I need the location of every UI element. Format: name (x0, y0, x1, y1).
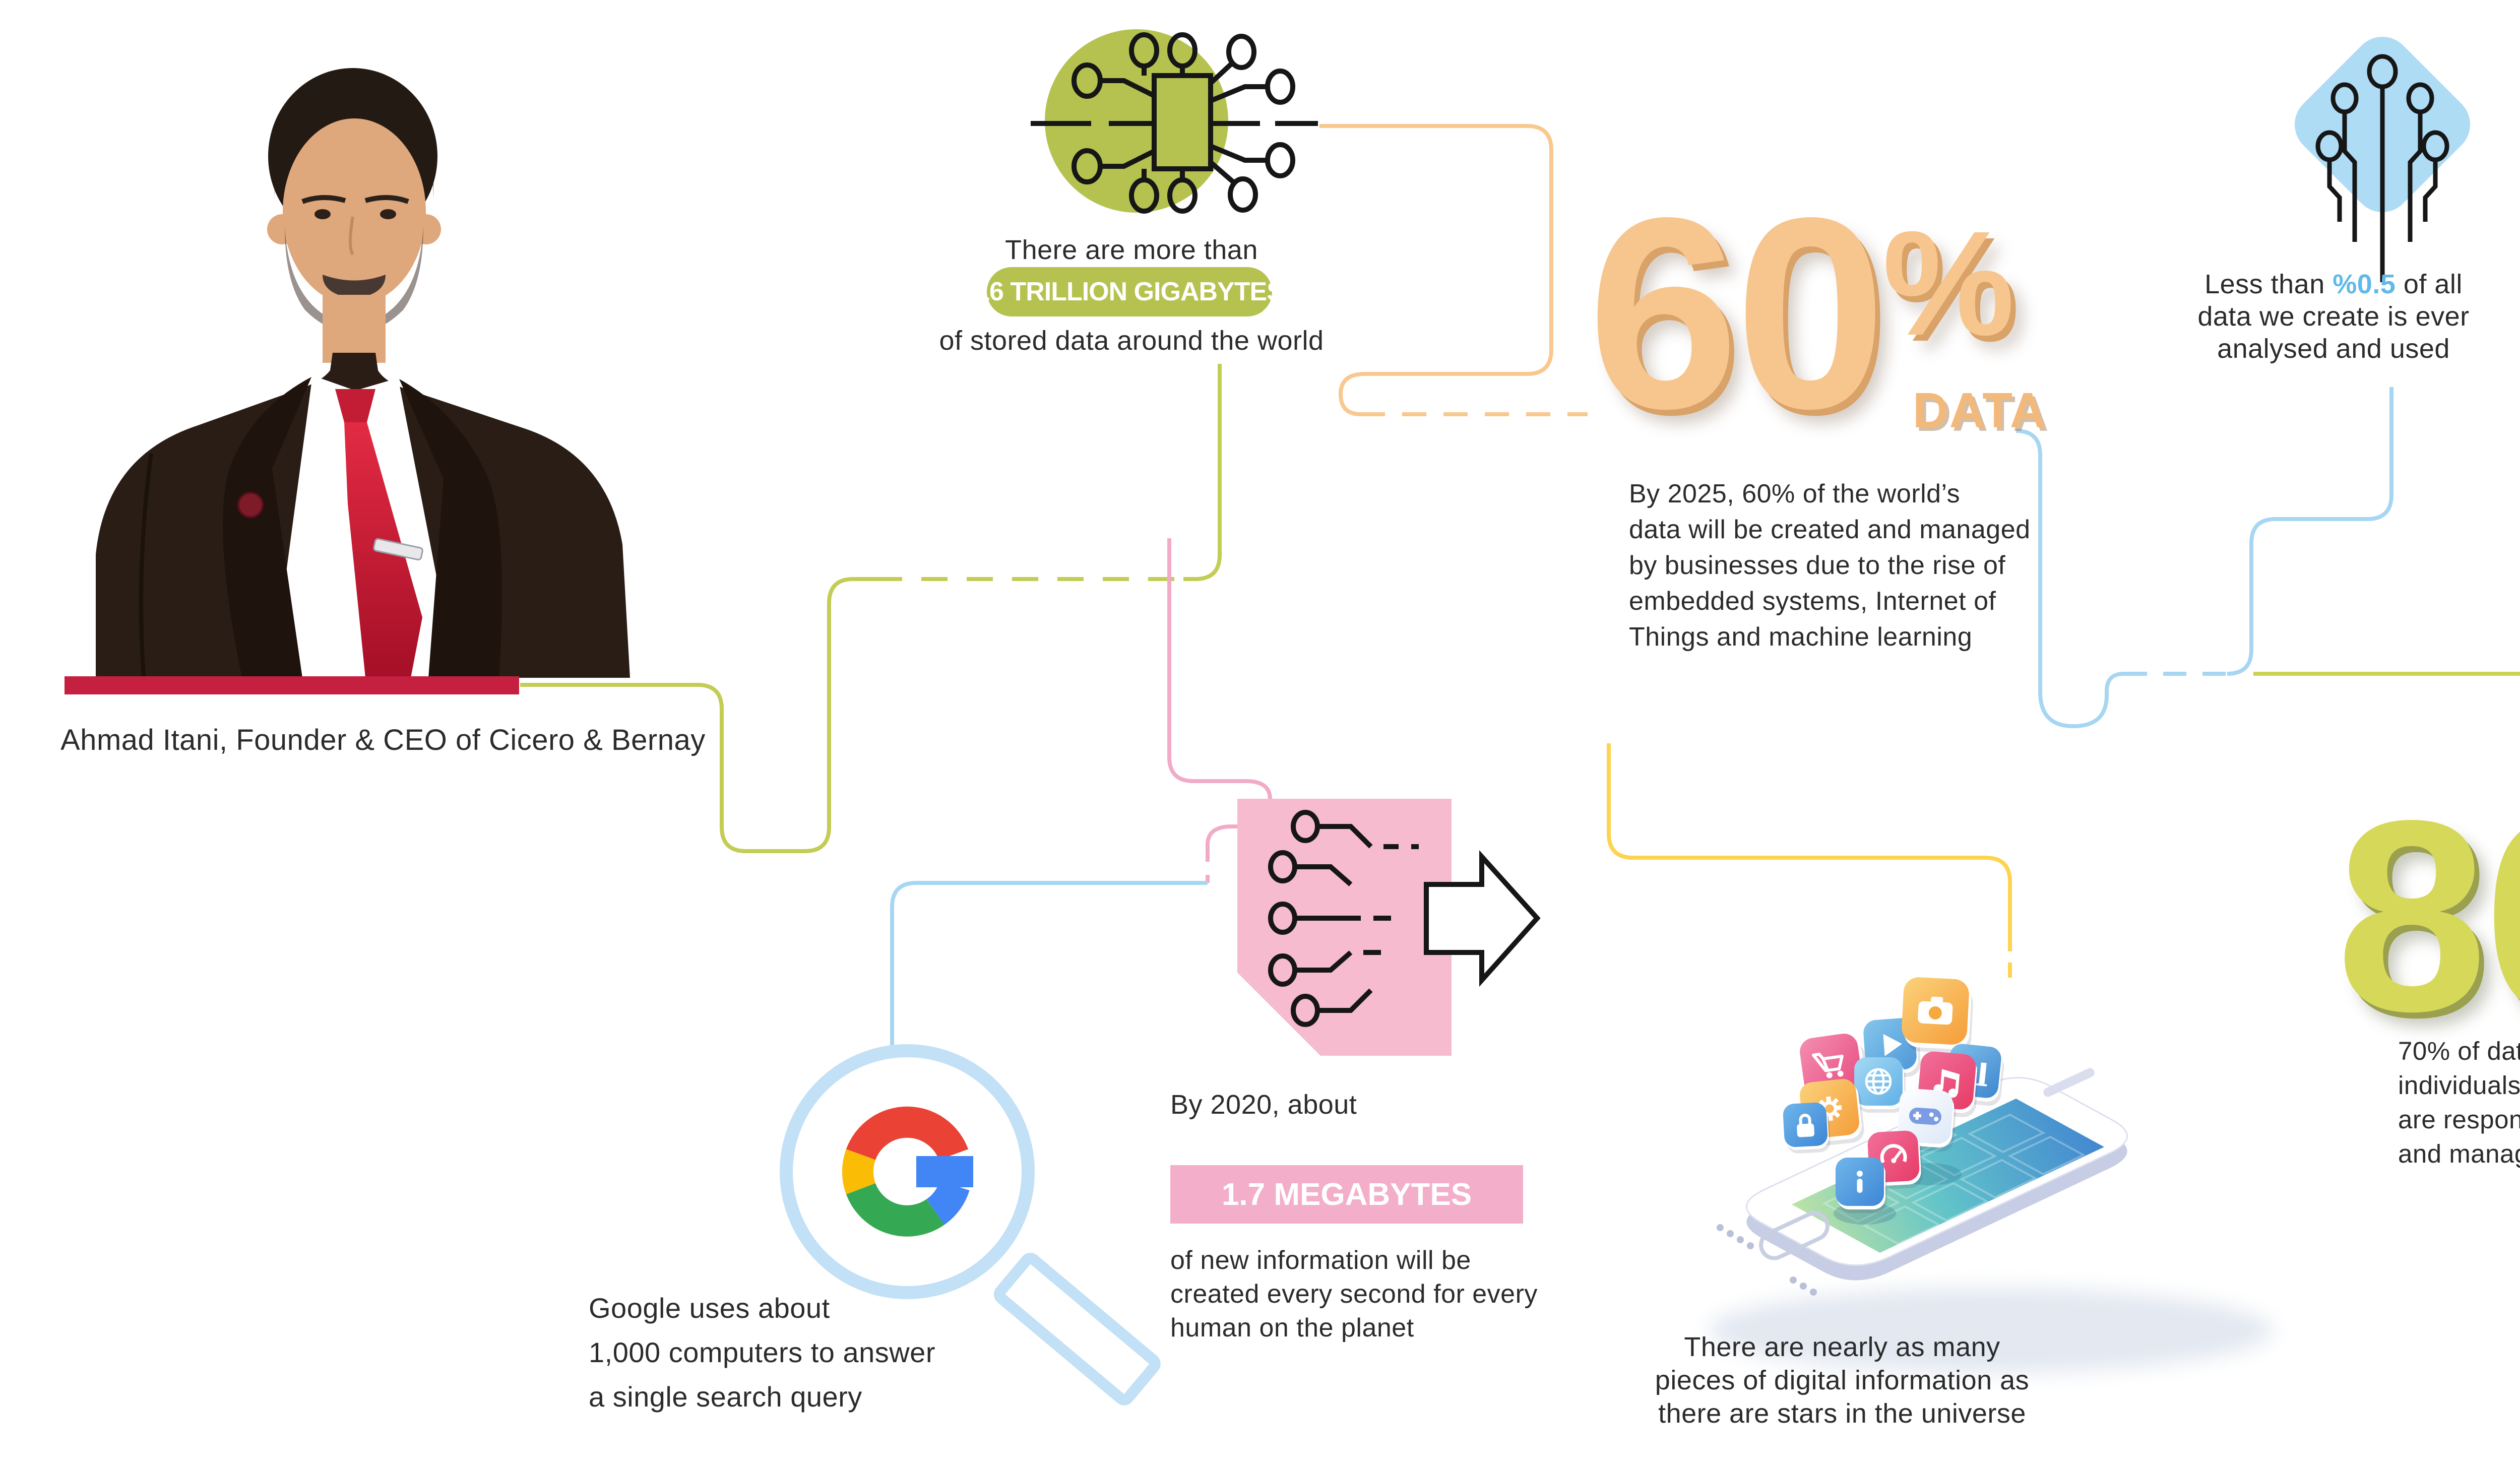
lapel-pin (237, 492, 264, 518)
half-percent-stat: Less than %0.5 of all data we create is … (2066, 268, 2520, 365)
connector-lime (2253, 672, 2520, 676)
connector-blue-data (2015, 429, 2124, 729)
universe-line-1: There are nearly as many (1684, 1332, 2000, 1362)
sixty-line-2: data will be created and managed (1629, 515, 2031, 544)
eighty-line-4: and managing 80% of it (2398, 1139, 2520, 1168)
half-percent-post: of all (2396, 269, 2463, 299)
sixty-data-label: DATA (1913, 382, 2047, 438)
megabytes-line-1: of new information will be (1170, 1246, 1471, 1275)
storage-intro: There are more than (1005, 235, 1258, 265)
megabytes-paragraph: of new information will be created every… (1170, 1244, 1538, 1345)
eighty-line-3: are responsible for storing (2398, 1105, 2520, 1134)
storage-highlight-pill: 16 TRILLION GIGABYTES (975, 267, 1284, 316)
megabytes-line-2: created every second for every (1170, 1280, 1538, 1309)
megabytes-intro: By 2020, about (1170, 1090, 1357, 1120)
app-icon-lock (1783, 1102, 1831, 1154)
sixty-percent-value: 60 (1588, 161, 1886, 465)
photo-bottom-bar (65, 676, 519, 694)
half-percent-value: %0.5 (2333, 269, 2396, 299)
storage-stat: There are more than (854, 233, 1409, 267)
universe-stat: There are nearly as many pieces of digit… (1565, 1330, 2119, 1430)
phone-speaker (2043, 1068, 2095, 1097)
sixty-line-1: By 2025, 60% of the world’s (1629, 479, 1961, 508)
magnifier-handle (993, 1253, 1161, 1405)
smartphone-illustration (1709, 977, 2273, 1373)
connector-blue-diamond (2227, 387, 2393, 676)
phone-side-ports (1717, 1224, 1817, 1296)
sixty-line-4: embedded systems, Internet of (1629, 587, 1996, 616)
eighty-paragraph: 70% of data is created by individuals, b… (2398, 1034, 2520, 1171)
google-line-1: Google uses about (589, 1292, 830, 1324)
half-percent-line-1: Less than %0.5 of all (2066, 268, 2520, 300)
google-magnifier-icon (780, 1044, 1161, 1405)
universe-line-2: pieces of digital information as (1655, 1365, 2030, 1395)
phone-home-button (1759, 1211, 1830, 1260)
portrait-photo (65, 68, 630, 694)
connector-pink (1167, 538, 1272, 845)
sixty-line-3: by businesses due to the rise of (1629, 551, 2006, 580)
universe-line-3: there are stars in the universe (1658, 1398, 2026, 1429)
google-line-3: a single search query (589, 1381, 862, 1413)
google-logo (842, 1106, 973, 1237)
sixty-line-5: Things and machine learning (1629, 622, 1973, 652)
app-icon-globe (1854, 1057, 1906, 1113)
connector-blue-google (890, 881, 1208, 1052)
portrait-caption: Ahmad Itani, Founder & CEO of Cicero & B… (60, 724, 706, 756)
half-percent-line-3: analysed and used (2217, 334, 2450, 364)
connector-green-photo (520, 577, 876, 853)
eighty-line-1: 70% of data is created by (2398, 1037, 2520, 1065)
half-percent-line-2: data we create is ever (2197, 301, 2470, 332)
half-percent-pre: Less than (2204, 269, 2333, 299)
connector-green-up (1183, 364, 1222, 581)
connector-lines (520, 124, 2520, 1052)
eighty-line-2: individuals, but enterprises (2398, 1071, 2520, 1100)
sixty-percent-sign: % (1882, 200, 2015, 366)
megabytes-highlight: 1.7 MEGABYTES (1170, 1165, 1523, 1224)
app-icon-camera (1902, 977, 1973, 1054)
tie-clip (373, 538, 423, 561)
connector-yellow (1607, 743, 2012, 936)
megabytes-line-3: human on the planet (1170, 1313, 1414, 1343)
storage-outro-wrap: of stored data around the world (854, 324, 1409, 358)
google-stat: Google uses about 1,000 computers to ans… (589, 1286, 935, 1419)
eighty-percent-value: 80 (2336, 764, 2520, 1068)
storage-outro: of stored data around the world (939, 326, 1324, 356)
app-icon-info (1836, 1158, 1887, 1213)
connector-orange (1319, 124, 1553, 416)
google-line-2: 1,000 computers to answer (589, 1336, 935, 1368)
sixty-paragraph: By 2025, 60% of the world’s data will be… (1629, 476, 2031, 655)
red-tie (335, 389, 375, 422)
magnifier-ring (780, 1044, 1035, 1299)
document-export-icon (1237, 799, 1541, 1056)
diamond-circuit-icon (2295, 37, 2470, 282)
chip-icon (1031, 29, 1318, 214)
